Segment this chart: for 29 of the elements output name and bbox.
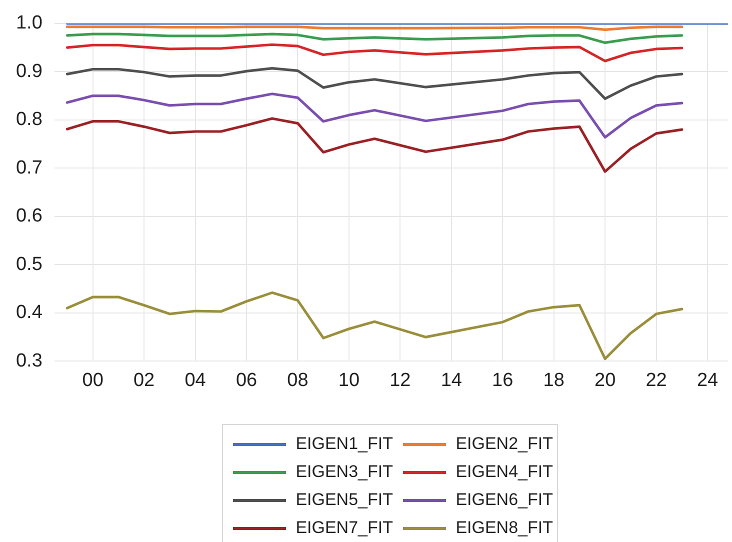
legend-label: EIGEN6_FIT: [456, 490, 553, 510]
y-tick-label: 0.7: [16, 157, 42, 178]
y-tick-label: 1.0: [16, 12, 42, 34]
legend-label: EIGEN4_FIT: [456, 462, 553, 482]
legend-label: EIGEN8_FIT: [456, 518, 553, 538]
x-tick-label: 16: [492, 370, 514, 391]
y-tick-label: 0.4: [16, 302, 43, 324]
x-tick-label: 14: [440, 370, 462, 391]
legend-label: EIGEN5_FIT: [296, 490, 393, 510]
x-tick-label: 12: [390, 370, 411, 391]
y-tick-label: 0.9: [16, 60, 42, 82]
x-tick-label: 04: [184, 370, 206, 391]
y-tick-label: 0.5: [16, 254, 42, 275]
legend-label: EIGEN7_FIT: [296, 518, 393, 538]
x-tick-label: 20: [594, 370, 616, 391]
legend-label: EIGEN3_FIT: [296, 462, 393, 482]
y-tick-label: 0.6: [16, 206, 42, 227]
x-tick-label: 18: [543, 370, 564, 391]
x-tick-label: 24: [696, 370, 719, 391]
x-tick-label: 08: [287, 370, 308, 391]
legend-label: EIGEN2_FIT: [456, 434, 553, 454]
y-tick-label: 0.8: [16, 109, 42, 130]
x-tick-label: 22: [646, 370, 667, 391]
x-tick-label: 10: [338, 370, 360, 391]
x-tick-label: 00: [82, 370, 104, 391]
x-tick-label: 06: [236, 370, 258, 391]
x-tick-label: 02: [133, 370, 155, 391]
legend-label: EIGEN1_FIT: [296, 434, 393, 454]
y-tick-label: 0.3: [16, 350, 42, 372]
